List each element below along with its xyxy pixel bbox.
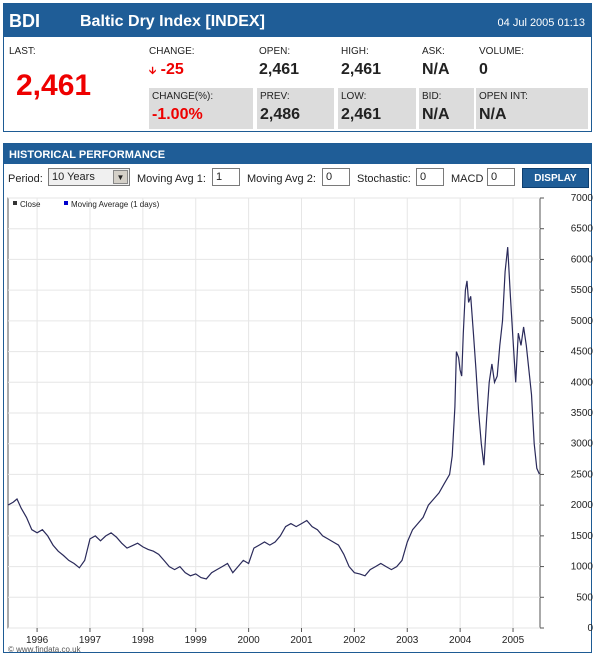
change-pct-value: -1.00% <box>152 106 203 123</box>
prev-cell: PREV: 2,486 <box>257 88 334 129</box>
history-panel: HISTORICAL PERFORMANCE Period: 10 Years … <box>3 143 592 653</box>
bid-cell: BID: N/A <box>419 88 474 129</box>
stoch-input[interactable]: 0 <box>416 168 444 186</box>
y-tick-label: 6000 <box>571 254 594 265</box>
quote-header: BDI Baltic Dry Index [INDEX] 04 Jul 2005… <box>4 4 591 37</box>
y-tick-label: 3500 <box>571 408 594 419</box>
openint-value: N/A <box>479 106 507 123</box>
x-tick-label: 1998 <box>132 635 155 646</box>
legend-swatch-ma <box>64 201 68 205</box>
prev-value: 2,486 <box>260 106 301 123</box>
last-cell: LAST: 2,461 <box>9 46 91 103</box>
change-pct-cell: CHANGE(%): -1.00% <box>149 88 253 129</box>
history-title: HISTORICAL PERFORMANCE <box>4 144 591 164</box>
y-tick-label: 2000 <box>571 500 594 511</box>
x-tick-label: 2005 <box>502 635 525 646</box>
y-tick-label: 500 <box>576 592 593 603</box>
period-select[interactable]: 10 Years ▼ <box>48 168 130 186</box>
y-tick-label: 3000 <box>571 439 594 450</box>
ask-value: N/A <box>422 61 450 78</box>
close-series-line <box>7 247 541 580</box>
stoch-label: Stochastic: <box>357 173 411 185</box>
ask-cell: ASK: N/A <box>422 46 472 79</box>
open-cell: OPEN: 2,461 <box>259 46 336 79</box>
prev-label: PREV: <box>260 91 290 102</box>
x-tick-label: 2003 <box>396 635 419 646</box>
quote-panel: BDI Baltic Dry Index [INDEX] 04 Jul 2005… <box>3 3 592 132</box>
grid-lines <box>8 197 540 629</box>
x-axis: 1996 1997 1998 1999 2000 2001 2002 2003 2004 2005 <box>26 628 525 646</box>
macd-label: MACD <box>451 173 484 185</box>
legend: Close Moving Average (1 days) <box>13 200 160 209</box>
y-tick-label: 5000 <box>571 316 594 327</box>
chart-controls: Period: 10 Years ▼ Moving Avg 1: 1 Movin… <box>4 167 591 191</box>
ma1-label: Moving Avg 1: <box>137 173 206 185</box>
low-label: LOW: <box>341 91 367 102</box>
low-value: 2,461 <box>341 106 382 123</box>
ma1-input[interactable]: 1 <box>212 168 240 186</box>
y-tick-label: 5500 <box>571 285 594 296</box>
ma2-label: Moving Avg 2: <box>247 173 316 185</box>
bid-value: N/A <box>422 106 450 123</box>
open-value: 2,461 <box>259 61 300 78</box>
macd-input[interactable]: 0 <box>487 168 515 186</box>
y-tick-label: 4500 <box>571 347 594 358</box>
change-value-wrap: 🡫 -25 <box>149 61 253 81</box>
x-tick-label: 1996 <box>26 635 49 646</box>
volume-value: 0 <box>479 61 488 78</box>
volume-cell: VOLUME: 0 <box>479 46 579 79</box>
period-label: Period: <box>8 173 43 185</box>
quote-datetime: 04 Jul 2005 01:13 <box>497 17 585 29</box>
y-tick-label: 6500 <box>571 224 594 235</box>
y-tick-label: 2500 <box>571 469 594 480</box>
high-value: 2,461 <box>341 61 382 78</box>
instrument-name: Baltic Dry Index [INDEX] <box>80 13 265 30</box>
open-label: OPEN: <box>259 46 291 57</box>
symbol: BDI <box>9 11 40 31</box>
y-tick-label: 1500 <box>571 531 594 542</box>
dropdown-arrow-icon[interactable]: ▼ <box>113 170 128 184</box>
last-label: LAST: <box>9 46 36 57</box>
legend-close: Close <box>20 200 41 209</box>
openint-cell: OPEN INT: N/A <box>476 88 588 129</box>
low-cell: LOW: 2,461 <box>338 88 416 129</box>
change-value: -25 <box>160 61 184 78</box>
x-tick-label: 1997 <box>79 635 102 646</box>
high-cell: HIGH: 2,461 <box>341 46 418 79</box>
volume-label: VOLUME: <box>479 46 525 57</box>
last-value: 2,461 <box>16 69 92 102</box>
x-tick-label: 1999 <box>185 635 208 646</box>
ma2-input[interactable]: 0 <box>322 168 350 186</box>
high-label: HIGH: <box>341 46 369 57</box>
display-button[interactable]: DISPLAY <box>522 168 589 188</box>
y-tick-label: 1000 <box>571 562 594 573</box>
x-tick-label: 2000 <box>237 635 260 646</box>
change-cell: CHANGE: 🡫 -25 <box>149 46 253 84</box>
change-label: CHANGE: <box>149 46 195 57</box>
openint-label: OPEN INT: <box>479 91 528 102</box>
y-tick-label: 4000 <box>571 377 594 388</box>
bid-label: BID: <box>422 91 442 102</box>
period-value: 10 Years <box>52 171 95 183</box>
y-tick-label: 7000 <box>571 193 594 204</box>
legend-swatch-close <box>13 201 17 205</box>
x-tick-label: 2002 <box>343 635 366 646</box>
y-axis: 0 500 1000 1500 2000 2500 3000 3500 4000 4500 5000… <box>540 193 593 634</box>
legend-moving-average: Moving Average (1 days) <box>71 200 160 209</box>
x-tick-label: 2004 <box>449 635 472 646</box>
y-tick-label: 0 <box>587 623 593 634</box>
x-tick-label: 2001 <box>290 635 313 646</box>
down-arrow-icon: 🡫 <box>149 66 157 77</box>
change-pct-label: CHANGE(%): <box>152 91 214 102</box>
watermark: © www.findata.co.uk <box>8 645 82 654</box>
ask-label: ASK: <box>422 46 445 57</box>
